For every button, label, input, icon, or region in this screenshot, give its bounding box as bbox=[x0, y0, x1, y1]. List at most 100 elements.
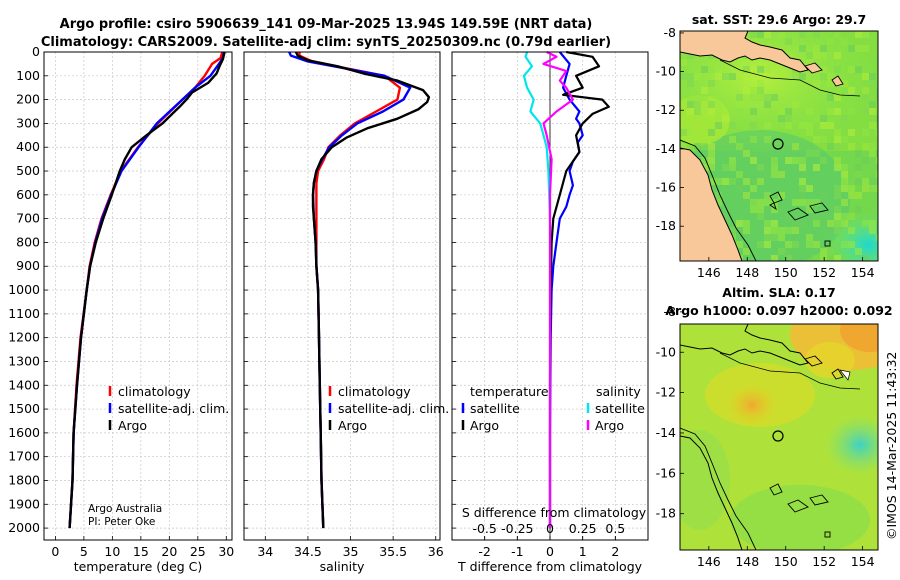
sst-pixel bbox=[792, 241, 799, 248]
sst-pixel bbox=[869, 101, 876, 108]
sst-pixel bbox=[736, 94, 743, 101]
sst-pixel bbox=[792, 73, 799, 80]
sst-pixel bbox=[806, 206, 813, 213]
sst-pixel bbox=[708, 101, 715, 108]
sst-pixel bbox=[757, 122, 764, 129]
map-x-tick-label: 154 bbox=[851, 265, 875, 280]
sst-pixel bbox=[743, 227, 750, 234]
secondary-tick-label: 0 bbox=[546, 521, 554, 536]
sst-pixel bbox=[813, 150, 820, 157]
sst-pixel bbox=[813, 115, 820, 122]
sst-pixel bbox=[876, 206, 878, 213]
sst-pixel bbox=[736, 185, 743, 192]
sst-pixel bbox=[841, 199, 848, 206]
sst-pixel bbox=[722, 115, 729, 122]
sst-pixel bbox=[834, 213, 841, 220]
sst-pixel bbox=[820, 213, 827, 220]
sst-pixel bbox=[708, 108, 715, 115]
salinity-panel: 34 34.5 35 35.5 36 salinity climatology satelli… bbox=[243, 51, 449, 574]
sst-pixel bbox=[778, 227, 785, 234]
sst-pixel bbox=[806, 59, 813, 66]
sst-pixel bbox=[785, 248, 792, 255]
argo-position-marker bbox=[772, 138, 784, 150]
map-y-tick-label: -14 bbox=[656, 425, 676, 440]
sst-pixel bbox=[876, 157, 878, 164]
sst-pixel bbox=[855, 31, 862, 38]
y-tick-label: 1000 bbox=[8, 282, 40, 297]
sst-pixel bbox=[834, 52, 841, 59]
sst-pixel bbox=[862, 129, 869, 136]
sst-pixel bbox=[764, 122, 771, 129]
sst-pixel bbox=[876, 129, 878, 136]
sst-pixel bbox=[715, 115, 722, 122]
sst-pixel bbox=[799, 199, 806, 206]
sst-pixel bbox=[855, 164, 862, 171]
sst-pixel bbox=[687, 129, 694, 136]
sst-pixel bbox=[764, 136, 771, 143]
sst-pixel bbox=[799, 164, 806, 171]
sst-pixel bbox=[855, 171, 862, 178]
sst-pixel bbox=[757, 199, 764, 206]
secondary-tick-label: -0.25 bbox=[501, 521, 533, 536]
sst-pixel bbox=[834, 66, 841, 73]
sst-pixel bbox=[785, 213, 792, 220]
sst-pixel bbox=[792, 157, 799, 164]
sst-pixel bbox=[827, 94, 834, 101]
sst-pixel bbox=[848, 108, 855, 115]
sst-pixel bbox=[750, 87, 757, 94]
sst-pixel bbox=[722, 213, 729, 220]
map-y-tick-label: -16 bbox=[656, 465, 676, 480]
sst-pixel bbox=[764, 31, 771, 38]
sst-pixel bbox=[869, 80, 876, 87]
y-tick-label: 2000 bbox=[8, 520, 40, 535]
legend-label: Argo bbox=[470, 418, 499, 433]
map-y-tick-label: -14 bbox=[656, 141, 676, 156]
sst-pixel bbox=[862, 255, 869, 261]
sst-pixel bbox=[848, 192, 855, 199]
sla-map-title-line2: Argo h1000: 0.097 h2000: 0.092 bbox=[665, 303, 892, 318]
map-y-tick-label: -12 bbox=[656, 102, 676, 117]
sst-pixel bbox=[820, 66, 827, 73]
sst-pixel bbox=[820, 136, 827, 143]
sst-pixel bbox=[764, 150, 771, 157]
y-tick-label: 1900 bbox=[8, 496, 40, 511]
legend-label: Argo bbox=[338, 418, 367, 433]
sst-pixel bbox=[869, 73, 876, 80]
sst-pixel bbox=[729, 227, 736, 234]
sst-pixel bbox=[785, 115, 792, 122]
x-tick-label: 36 bbox=[428, 544, 444, 559]
x-tick-label: 0 bbox=[546, 544, 554, 559]
sst-pixel bbox=[806, 185, 813, 192]
secondary-tick-label: 0.25 bbox=[569, 521, 597, 536]
sst-pixel bbox=[715, 199, 722, 206]
sst-pixel bbox=[862, 108, 869, 115]
y-tick-label: 600 bbox=[16, 187, 40, 202]
sst-pixel bbox=[876, 234, 878, 241]
map-y-tick-label: -18 bbox=[656, 218, 676, 233]
sst-pixel bbox=[764, 115, 771, 122]
sst-pixel bbox=[827, 248, 834, 255]
map-x-tick-label: 152 bbox=[812, 554, 836, 569]
sst-pixel bbox=[687, 80, 694, 87]
sst-pixel bbox=[764, 241, 771, 248]
sst-pixel bbox=[785, 241, 792, 248]
x-tick-label: 20 bbox=[161, 544, 177, 559]
sst-pixel bbox=[841, 220, 848, 227]
x-tick-label: 30 bbox=[218, 544, 234, 559]
sst-pixel bbox=[771, 234, 778, 241]
sst-pixel bbox=[694, 108, 701, 115]
sst-pixel bbox=[820, 45, 827, 52]
legend-label: satellite-adj. clim. bbox=[338, 401, 449, 416]
x-axis-label: T difference from climatology bbox=[457, 559, 643, 574]
sst-pixel bbox=[694, 115, 701, 122]
sst-pixel bbox=[764, 171, 771, 178]
series-temperature-argo bbox=[548, 50, 610, 529]
series-argo bbox=[68, 51, 226, 529]
map-y-tick-label: -10 bbox=[656, 344, 676, 359]
map-x-tick-label: 148 bbox=[735, 554, 759, 569]
sst-pixel bbox=[694, 94, 701, 101]
x-tick-label: 2 bbox=[611, 544, 619, 559]
sst-pixel bbox=[722, 164, 729, 171]
sst-pixel bbox=[750, 122, 757, 129]
